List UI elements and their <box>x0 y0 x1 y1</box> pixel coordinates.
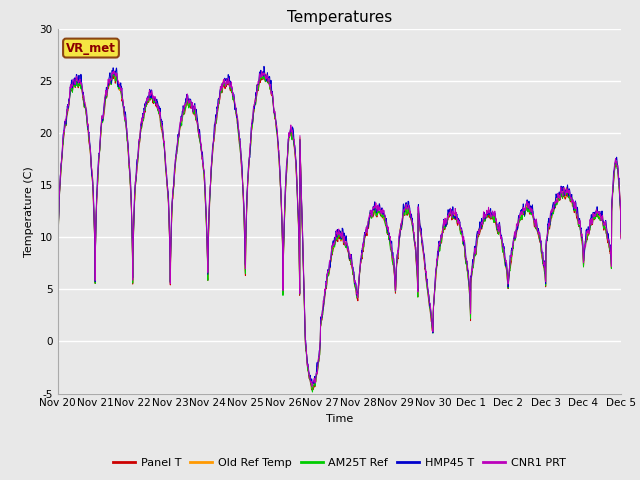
AM25T Ref <box>369 213 376 219</box>
Old Ref Temp <box>356 264 364 270</box>
AM25T Ref <box>109 72 116 77</box>
Title: Temperatures: Temperatures <box>287 10 392 25</box>
Old Ref Temp <box>617 234 625 240</box>
CNR1 PRT <box>211 124 219 130</box>
AM25T Ref <box>211 125 219 131</box>
Panel T <box>583 237 591 243</box>
CNR1 PRT <box>583 230 591 236</box>
HMP45 T <box>356 266 364 272</box>
Y-axis label: Temperature (C): Temperature (C) <box>24 166 34 257</box>
Panel T <box>568 198 575 204</box>
Panel T <box>54 302 61 308</box>
Panel T <box>211 128 219 133</box>
HMP45 T <box>583 230 591 236</box>
AM25T Ref <box>504 276 511 282</box>
AM25T Ref <box>583 237 591 242</box>
Old Ref Temp <box>109 68 116 74</box>
Panel T <box>369 213 376 218</box>
CNR1 PRT <box>617 236 625 242</box>
HMP45 T <box>260 63 268 69</box>
HMP45 T <box>369 210 376 216</box>
CNR1 PRT <box>504 273 511 278</box>
X-axis label: Time: Time <box>326 414 353 424</box>
Panel T <box>504 277 511 283</box>
Old Ref Temp <box>568 192 575 198</box>
Old Ref Temp <box>583 234 591 240</box>
AM25T Ref <box>617 231 625 237</box>
HMP45 T <box>310 381 317 386</box>
HMP45 T <box>211 123 218 129</box>
Old Ref Temp <box>211 124 219 130</box>
Old Ref Temp <box>54 296 61 302</box>
Old Ref Temp <box>308 386 316 392</box>
AM25T Ref <box>356 268 364 274</box>
HMP45 T <box>568 193 575 199</box>
CNR1 PRT <box>110 68 118 74</box>
Text: VR_met: VR_met <box>66 42 116 55</box>
Old Ref Temp <box>504 274 511 279</box>
Panel T <box>308 387 316 393</box>
Old Ref Temp <box>369 208 376 214</box>
HMP45 T <box>504 270 511 276</box>
Line: CNR1 PRT: CNR1 PRT <box>58 71 621 387</box>
Legend: Panel T, Old Ref Temp, AM25T Ref, HMP45 T, CNR1 PRT: Panel T, Old Ref Temp, AM25T Ref, HMP45 … <box>109 454 570 473</box>
Panel T <box>617 234 625 240</box>
CNR1 PRT <box>369 211 376 216</box>
AM25T Ref <box>308 389 316 395</box>
HMP45 T <box>617 229 625 235</box>
AM25T Ref <box>568 194 575 200</box>
CNR1 PRT <box>308 384 316 390</box>
Line: HMP45 T: HMP45 T <box>58 66 621 384</box>
Line: Old Ref Temp: Old Ref Temp <box>58 71 621 389</box>
Panel T <box>356 268 364 274</box>
AM25T Ref <box>54 303 61 309</box>
CNR1 PRT <box>356 266 364 272</box>
HMP45 T <box>54 298 61 303</box>
Line: Panel T: Panel T <box>58 75 621 390</box>
CNR1 PRT <box>54 301 61 307</box>
CNR1 PRT <box>568 196 575 202</box>
Panel T <box>110 72 118 78</box>
Line: AM25T Ref: AM25T Ref <box>58 74 621 392</box>
